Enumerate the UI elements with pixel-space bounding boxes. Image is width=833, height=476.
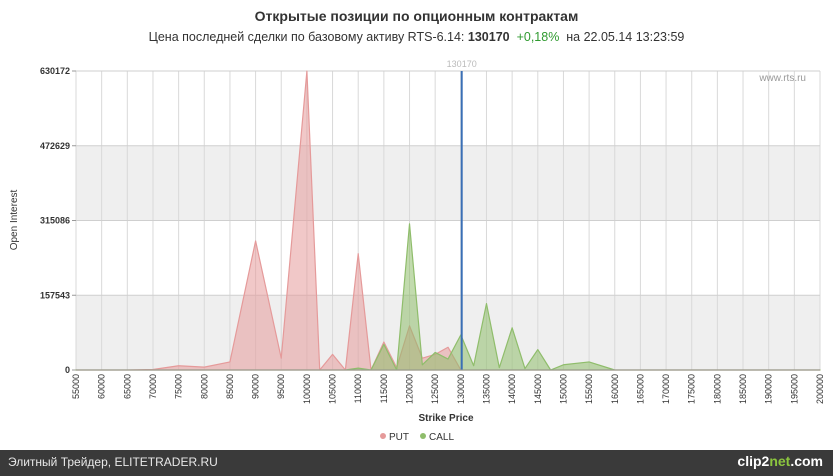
- x-tick-label: 100000: [302, 374, 312, 404]
- x-tick-label: 170000: [661, 374, 671, 404]
- legend-label-call[interactable]: CALL: [429, 432, 454, 443]
- y-tick-labels: 0 157543 315086 472629 630172: [40, 66, 70, 375]
- legend-marker-put: [380, 433, 386, 439]
- x-tick-label: 135000: [481, 374, 491, 404]
- x-tick-label: 130000: [456, 374, 466, 404]
- x-tick-label: 105000: [328, 374, 338, 404]
- chart-subtitle: Цена последней сделки по базовому активу…: [0, 30, 833, 44]
- legend-marker-call: [420, 433, 426, 439]
- price-layer: 130170: [447, 59, 477, 370]
- x-tick-label: 65000: [122, 374, 132, 399]
- x-tick-label: 140000: [507, 374, 517, 404]
- y-tick-label: 315086: [40, 216, 70, 226]
- x-tick-label: 155000: [584, 374, 594, 404]
- last-price: 130170: [467, 30, 510, 44]
- x-tick-label: 200000: [815, 374, 825, 404]
- y-tick-label: 157543: [40, 290, 70, 300]
- watermark-rts: www.rts.ru: [758, 73, 806, 84]
- open-interest-chart: 130170 0 157543 315086 472629 630172 55000 60…: [9, 59, 825, 443]
- y-tick-label: 472629: [40, 141, 70, 151]
- x-tick-label: 190000: [764, 374, 774, 404]
- legend[interactable]: PUT CALL: [380, 432, 454, 443]
- clip2net-logo: clip2net.com: [737, 453, 823, 469]
- y-tick-label: 630172: [40, 66, 70, 76]
- x-tick-labels: 55000 60000 65000 70000 75000 80000 85000 90000…: [71, 374, 825, 404]
- x-tick-label: 195000: [789, 374, 799, 404]
- x-tick-label: 165000: [635, 374, 645, 404]
- x-tick-label: 70000: [148, 374, 158, 399]
- y-axis-label: Open Interest: [9, 189, 20, 250]
- x-tick-label: 75000: [174, 374, 184, 399]
- x-tick-label: 90000: [251, 374, 261, 399]
- x-tick-label: 85000: [225, 374, 235, 399]
- subtitle-suffix: на 22.05.14 13:23:59: [566, 30, 685, 44]
- y-tick-label: 0: [65, 365, 70, 375]
- x-tick-label: 95000: [276, 374, 286, 399]
- footer-bar: Элитный Трейдер, ELITETRADER.RU clip2net…: [0, 450, 833, 476]
- x-tick-label: 175000: [687, 374, 697, 404]
- x-tick-label: 110000: [353, 374, 363, 403]
- x-tick-label: 120000: [405, 374, 415, 404]
- current-price-label: 130170: [447, 59, 477, 69]
- price-change: +0,18%: [516, 30, 560, 44]
- footer-source: Элитный Трейдер, ELITETRADER.RU: [8, 455, 218, 469]
- x-tick-label: 180000: [712, 374, 722, 404]
- x-tick-label: 185000: [738, 374, 748, 404]
- x-tick-label: 125000: [430, 374, 440, 404]
- x-tick-label: 60000: [97, 374, 107, 399]
- legend-label-put[interactable]: PUT: [389, 432, 409, 443]
- x-tick-label: 80000: [199, 374, 209, 399]
- x-tick-label: 145000: [533, 374, 543, 404]
- chart-title: Открытые позиции по опционным контрактам: [254, 8, 579, 24]
- x-tick-label: 150000: [558, 374, 568, 404]
- x-tick-label: 115000: [379, 374, 389, 403]
- x-tick-label: 160000: [610, 374, 620, 404]
- x-tick-label: 55000: [71, 374, 81, 399]
- band-high: [76, 145, 820, 221]
- subtitle-prefix: Цена последней сделки по базовому активу…: [148, 30, 465, 44]
- x-axis-label: Strike Price: [418, 413, 473, 424]
